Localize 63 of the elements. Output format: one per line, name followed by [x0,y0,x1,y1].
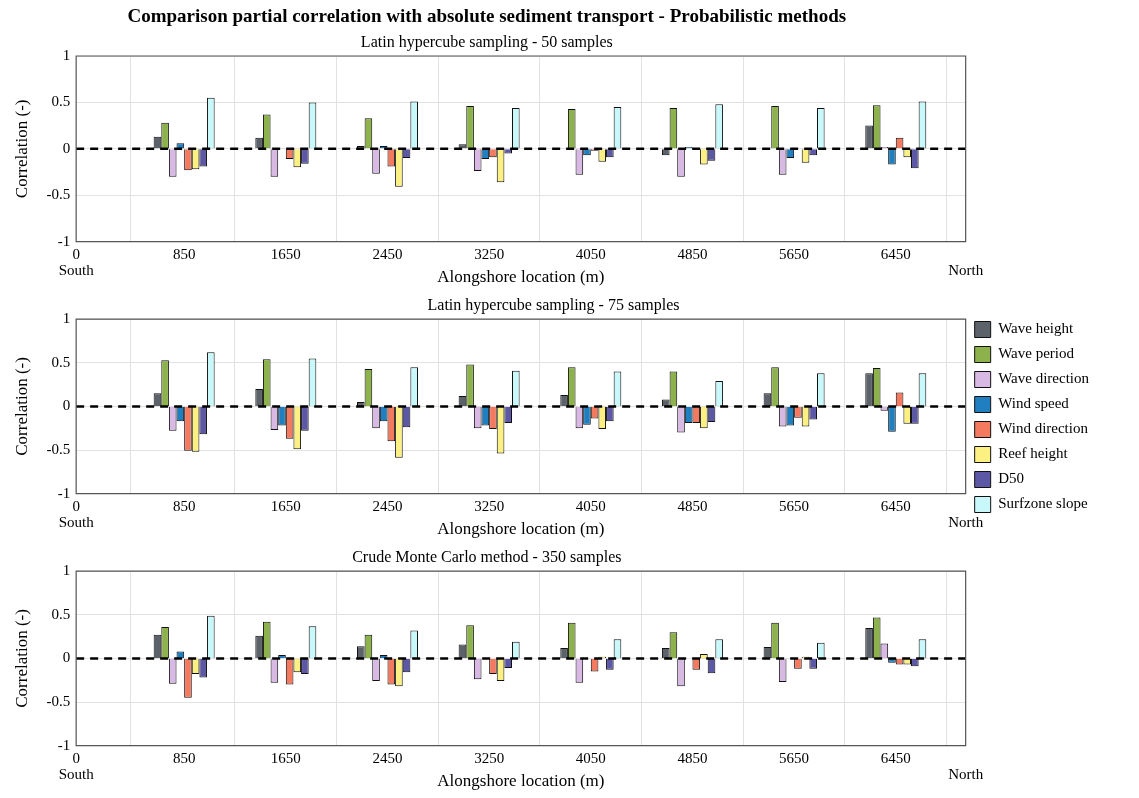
legend-label: Reef height [998,445,1069,462]
x-tick-label: 3250 [474,497,505,514]
x-tick-label: 4050 [575,497,606,514]
x-axis-title: Alongshore location (m) [437,519,605,539]
x-tick-label: 2450 [372,245,403,262]
y-tick-label: 1 [62,310,71,327]
y-tick-label: 0 [62,397,71,414]
y-tick-label: 1 [62,562,71,579]
y-axis-title: Correlation (-) [11,99,31,199]
x-tick-label: 5650 [779,749,810,766]
legend-label: D50 [998,470,1025,487]
y-axis-title: Correlation (-) [11,609,31,708]
x-tick-label: 5650 [779,497,810,514]
legend-label: Wave direction [998,370,1090,387]
legend-label: Wind direction [998,420,1089,437]
x-tick-label: 4050 [575,749,606,766]
x-tick-label: 1650 [270,245,301,262]
x-tick-label: 850 [172,245,196,262]
legend-label: Wave period [998,345,1075,362]
x-tick-label: 1650 [270,749,301,766]
x-tick-label: 4050 [575,245,606,262]
y-tick-label: 0.5 [51,353,71,370]
y-tick-label: -1 [57,736,71,753]
x-tick-label: 850 [172,497,196,514]
chart-subtitle: Latin hypercube sampling - 50 samples [360,32,613,51]
chart-title: Crude Monte Carlo method - 350 samples [352,547,622,566]
y-tick-label: -0.5 [46,692,71,709]
x-tick-label: 4850 [677,749,708,766]
x-tick-label: 850 [172,749,196,766]
y-tick-label: 0 [62,649,71,666]
x-tick-label: 3250 [474,749,505,766]
x-tick-label: 4850 [677,245,708,262]
y-tick-label: 1 [62,46,71,63]
x-tick-label: 6450 [880,245,911,262]
text: South [58,262,95,279]
text: South [58,514,95,531]
y-tick-label: 0.5 [51,605,71,622]
y-axis-title: Correlation (-) [11,357,31,456]
x-tick-label: 4850 [677,497,708,514]
legend-label: Surfzone slope [998,495,1089,512]
x-tick-label: 3250 [474,245,505,262]
text: South [58,766,95,783]
y-tick-label: -0.5 [46,440,71,457]
text: North [948,514,984,531]
x-tick-label: 1650 [270,497,301,514]
legend-label: Wind speed [998,395,1070,412]
legend-label: Wave height [998,320,1075,337]
chart-title: Latin hypercube sampling - 75 samples [427,295,680,314]
chart-title: Comparison partial correlation with absolute sediment transport - Probabilistic methods [127,5,847,27]
x-tick-label: 6450 [880,749,911,766]
x-axis-title: Alongshore location (m) [437,267,605,287]
y-tick-label: 0.5 [51,93,71,110]
text: North [948,766,984,783]
y-tick-label: -0.5 [46,186,71,203]
x-tick-label: 2450 [372,749,403,766]
y-tick-label: 0 [62,139,71,156]
x-axis-title: Alongshore location (m) [437,771,605,791]
x-tick-label: 5650 [779,245,810,262]
x-tick-label: 2450 [372,497,403,514]
y-tick-label: -1 [57,232,71,249]
y-tick-label: -1 [57,484,71,501]
x-tick-label: 6450 [880,497,911,514]
text: North [948,262,984,279]
